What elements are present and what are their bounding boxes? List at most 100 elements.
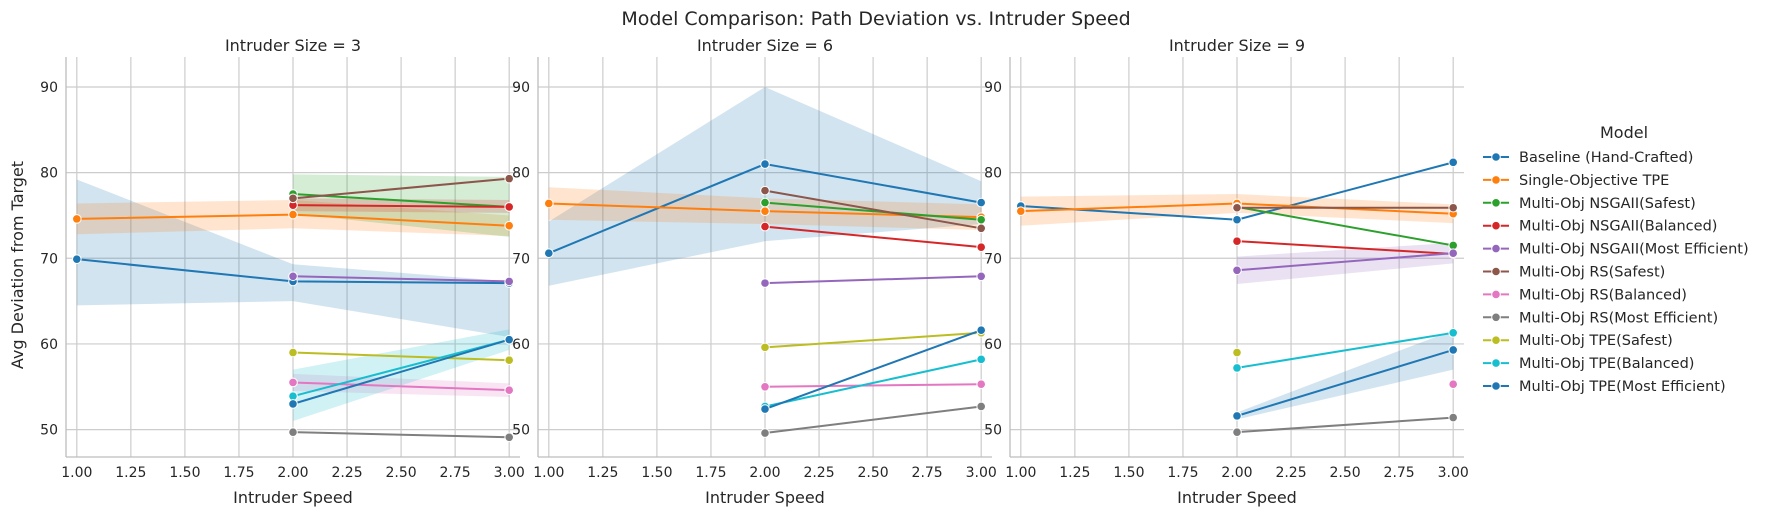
data-point [504, 334, 514, 345]
data-point [504, 276, 514, 287]
legend-item: Multi-Obj NSGAII(Balanced) [1483, 219, 1717, 235]
line-path [1236, 205, 1454, 247]
line-path [764, 189, 982, 230]
series-line [1016, 157, 1458, 225]
line-path [764, 225, 982, 249]
legend-swatch-marker [1491, 289, 1501, 300]
y-tick-label: 50 [512, 423, 530, 439]
series-line [1232, 412, 1458, 437]
data-point [760, 278, 770, 288]
data-point [760, 206, 770, 216]
line-path [292, 381, 510, 392]
series-line [760, 221, 986, 252]
x-tick-label: 2.25 [331, 465, 362, 481]
data-point [760, 221, 770, 232]
data-point [1448, 157, 1458, 168]
x-tick-label: 2.50 [386, 465, 417, 481]
legend-label: Multi-Obj RS(Balanced) [1519, 287, 1687, 303]
series-line [1448, 379, 1458, 389]
panel-1: 1.00 1.25 1.50 1.75 2.00 2.25 2.50 2.75 3.00 50 60… [40, 36, 525, 507]
data-point [1232, 411, 1242, 421]
y-tick-label: 50 [40, 423, 58, 439]
data-point [760, 159, 770, 169]
data-point [976, 223, 986, 234]
legend-item: Multi-Obj TPE(Most Efficient) [1483, 379, 1726, 395]
y-tick-label: 90 [512, 80, 530, 96]
series-line [288, 347, 514, 366]
y-tick-label: 60 [984, 337, 1002, 353]
legend-label: Multi-Obj NSGAII(Balanced) [1519, 219, 1717, 235]
line-path [292, 204, 510, 208]
line-path [292, 193, 510, 208]
panel-2: 1.00 1.25 1.50 1.75 2.00 2.25 2.50 2.75 3.00 50 60… [512, 36, 997, 507]
x-tick-label: 2.00 [749, 465, 780, 481]
legend-swatch-marker [1491, 266, 1501, 277]
line-path [764, 329, 982, 410]
series-line [288, 173, 514, 204]
legend-swatch-marker [1491, 198, 1501, 208]
data-point [544, 248, 554, 258]
series-lines [72, 173, 514, 443]
series-line [288, 271, 514, 287]
line-path [764, 383, 982, 388]
data-point [288, 347, 298, 358]
line-path [1236, 252, 1454, 272]
data-point [1448, 412, 1458, 423]
x-axis-label: Intruder Speed [1177, 488, 1297, 507]
y-tick-label: 80 [984, 166, 1002, 182]
x-tick-label: 1.50 [169, 465, 200, 481]
legend-swatch-marker [1491, 243, 1501, 254]
series-line [1232, 345, 1458, 421]
line-path [764, 358, 982, 408]
data-point [288, 377, 298, 388]
panel-title: Intruder Size = 9 [1169, 36, 1305, 55]
legend-label: Multi-Obj TPE(Safest) [1519, 333, 1673, 349]
data-point [1448, 202, 1458, 213]
data-point [1232, 236, 1242, 246]
x-tick-label: 3.00 [1438, 465, 1469, 481]
x-tick-label: 1.50 [1113, 465, 1144, 481]
data-point [976, 354, 986, 365]
y-tick-label: 80 [40, 166, 58, 182]
data-point [544, 198, 554, 209]
x-tick-label: 1.25 [115, 465, 146, 481]
legend-item: Multi-Obj NSGAII(Safest) [1483, 196, 1696, 212]
line-path [1236, 331, 1454, 369]
y-tick-label: 70 [512, 251, 530, 267]
line-path [292, 338, 510, 398]
data-point [504, 432, 514, 443]
x-tick-label: 1.00 [533, 465, 564, 481]
line-path [764, 331, 982, 349]
data-point [504, 355, 514, 366]
line-path [764, 405, 982, 435]
y-tick-label: 80 [512, 166, 530, 182]
legend-item: Single-Objective TPE [1483, 173, 1669, 189]
data-point [976, 242, 986, 252]
x-tick-label: 1.25 [1059, 465, 1090, 481]
legend-swatch-marker [1491, 335, 1501, 346]
data-point [1232, 214, 1242, 225]
x-tick-label: 2.50 [858, 465, 889, 481]
legend-item: Multi-Obj NSGAII(Most Efficient) [1483, 242, 1749, 258]
series-line [72, 209, 514, 231]
legend-item: Multi-Obj RS(Balanced) [1483, 287, 1687, 303]
x-tick-label: 2.00 [1221, 465, 1252, 481]
data-point [760, 197, 770, 208]
y-tick-label: 50 [984, 423, 1002, 439]
data-point [1448, 345, 1458, 355]
line-path [1236, 240, 1454, 256]
confidence-band [293, 329, 510, 422]
data-point [288, 271, 298, 282]
x-tick-label: 1.00 [61, 465, 92, 481]
gridlines [538, 57, 992, 457]
x-tick-label: 1.25 [587, 465, 618, 481]
legend-label: Baseline (Hand-Crafted) [1519, 150, 1693, 166]
legend-swatch-marker [1491, 175, 1501, 185]
data-point [976, 271, 986, 282]
series-line [760, 379, 986, 392]
data-point [976, 197, 986, 208]
data-point [288, 209, 298, 220]
line-path [292, 338, 510, 405]
legend-title: Model [1600, 123, 1648, 142]
